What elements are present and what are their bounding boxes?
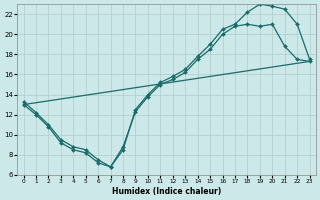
X-axis label: Humidex (Indice chaleur): Humidex (Indice chaleur): [112, 187, 221, 196]
